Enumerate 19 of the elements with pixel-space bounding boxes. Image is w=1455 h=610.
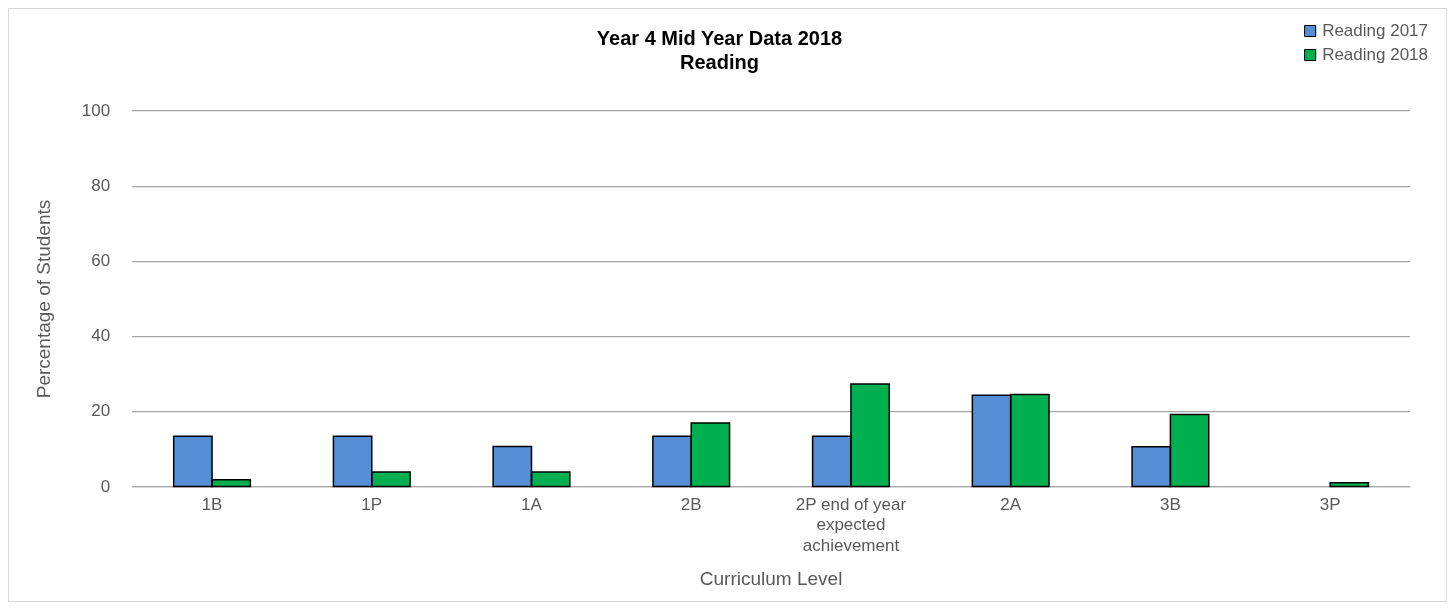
x-tick-label: 3P (1319, 494, 1341, 514)
legend-label: Reading 2018 (1322, 44, 1429, 64)
y-tick-label: 20 (91, 401, 111, 421)
y-tick-label: 40 (91, 326, 111, 346)
y-tick-label: 100 (81, 100, 111, 120)
y-tick-label: 80 (91, 175, 111, 195)
x-tick-label: 2B (680, 494, 702, 514)
x-tick-label: 1A (521, 494, 543, 514)
legend-label: Reading 2017 (1322, 20, 1429, 40)
y-tick-label: 60 (91, 251, 111, 271)
y-axis-title: Percentage of Students (32, 199, 54, 399)
chart-title: Year 4 Mid Year Data 2018 Reading (596, 26, 843, 73)
x-tick-label: 2P end of year expected achievement (795, 494, 907, 555)
x-tick-label: 2A (1000, 494, 1022, 514)
x-tick-label: 1B (201, 494, 223, 514)
x-tick-label: 1P (361, 494, 383, 514)
x-tick-label: 3B (1160, 494, 1181, 514)
x-axis-title: Curriculum Level (699, 567, 843, 589)
y-tick-label: 0 (100, 476, 111, 496)
